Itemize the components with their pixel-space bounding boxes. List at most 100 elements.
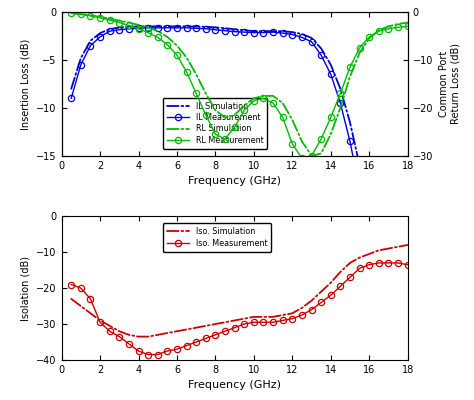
Y-axis label: Isolation (dB): Isolation (dB) bbox=[21, 256, 31, 320]
IL Simulation bbox=[241, 28, 247, 33]
IL Simulation bbox=[68, 86, 74, 91]
RL Simulation bbox=[184, 55, 190, 60]
Iso. Simulation bbox=[126, 332, 132, 337]
IL Simulation bbox=[126, 24, 132, 29]
Iso. Measurement bbox=[222, 329, 228, 334]
IL Simulation bbox=[78, 56, 84, 60]
Iso. Simulation bbox=[299, 306, 305, 310]
Iso. Measurement bbox=[174, 347, 180, 352]
RL Simulation bbox=[145, 25, 151, 30]
Iso. Simulation bbox=[270, 314, 276, 319]
Iso. Simulation bbox=[318, 289, 324, 294]
Iso. Measurement bbox=[117, 334, 122, 339]
RL Measurement bbox=[117, 20, 122, 25]
RL Simulation bbox=[280, 101, 285, 106]
X-axis label: Frequency (GHz): Frequency (GHz) bbox=[188, 380, 281, 390]
Iso. Measurement bbox=[251, 320, 257, 325]
IL Simulation bbox=[385, 283, 391, 288]
IL Simulation bbox=[261, 29, 266, 34]
IL Measurement bbox=[318, 53, 324, 58]
Iso. Simulation bbox=[337, 270, 343, 274]
Line: IL Measurement: IL Measurement bbox=[68, 25, 411, 327]
RL Measurement bbox=[366, 34, 372, 39]
IL Measurement bbox=[212, 27, 218, 32]
IL Simulation bbox=[117, 25, 122, 30]
Iso. Simulation bbox=[184, 327, 190, 332]
Iso. Measurement bbox=[280, 318, 285, 323]
Iso. Measurement bbox=[78, 286, 84, 290]
Iso. Measurement bbox=[107, 329, 112, 334]
RL Measurement bbox=[68, 11, 74, 16]
RL Measurement bbox=[385, 26, 391, 31]
Iso. Measurement bbox=[232, 325, 237, 330]
IL Simulation bbox=[232, 27, 237, 32]
IL Simulation bbox=[212, 25, 218, 30]
Iso. Simulation bbox=[232, 318, 237, 323]
RL Measurement bbox=[395, 25, 401, 30]
IL Measurement bbox=[155, 26, 161, 30]
RL Simulation bbox=[376, 28, 382, 33]
Iso. Measurement bbox=[299, 313, 305, 318]
RL Simulation bbox=[203, 91, 209, 96]
RL Measurement bbox=[299, 156, 305, 160]
Iso. Simulation bbox=[251, 314, 257, 319]
RL Simulation bbox=[270, 94, 276, 98]
IL Simulation bbox=[164, 24, 170, 29]
RL Measurement bbox=[347, 65, 353, 70]
Iso. Simulation bbox=[145, 334, 151, 339]
Y-axis label: Common Port
Return Loss (dB): Common Port Return Loss (dB) bbox=[438, 44, 460, 124]
RL Simulation bbox=[88, 13, 93, 18]
IL Measurement bbox=[328, 72, 334, 77]
IL Simulation bbox=[328, 62, 334, 67]
Iso. Measurement bbox=[126, 342, 132, 346]
RL Simulation bbox=[357, 50, 363, 55]
Iso. Measurement bbox=[357, 266, 363, 271]
Legend: Iso. Simulation, Iso. Measurement: Iso. Simulation, Iso. Measurement bbox=[163, 223, 271, 252]
Iso. Measurement bbox=[366, 262, 372, 267]
Iso. Simulation bbox=[395, 244, 401, 249]
RL Measurement bbox=[290, 142, 295, 146]
Iso. Measurement bbox=[270, 320, 276, 325]
RL Measurement bbox=[376, 29, 382, 34]
Iso. Measurement bbox=[155, 352, 161, 357]
Line: Iso. Simulation: Iso. Simulation bbox=[71, 245, 408, 337]
Line: IL Simulation: IL Simulation bbox=[71, 26, 408, 314]
IL Measurement bbox=[184, 26, 190, 30]
Iso. Measurement bbox=[405, 262, 410, 267]
RL Measurement bbox=[145, 30, 151, 35]
Iso. Simulation bbox=[328, 280, 334, 285]
RL Simulation bbox=[136, 22, 141, 27]
RL Simulation bbox=[366, 36, 372, 41]
RL Measurement bbox=[251, 98, 257, 103]
IL Simulation bbox=[155, 24, 161, 29]
IL Simulation bbox=[270, 29, 276, 34]
RL Simulation bbox=[193, 72, 199, 77]
Iso. Simulation bbox=[366, 252, 372, 256]
Iso. Measurement bbox=[88, 296, 93, 301]
RL Measurement bbox=[174, 53, 180, 58]
Iso. Measurement bbox=[328, 293, 334, 298]
Iso. Measurement bbox=[261, 320, 266, 325]
RL Simulation bbox=[395, 22, 401, 26]
RL Measurement bbox=[107, 18, 112, 22]
IL Simulation bbox=[357, 163, 363, 168]
RL Measurement bbox=[203, 113, 209, 118]
Iso. Simulation bbox=[280, 313, 285, 318]
RL Measurement bbox=[193, 91, 199, 96]
IL Simulation bbox=[395, 302, 401, 307]
Iso. Simulation bbox=[193, 325, 199, 330]
RL Measurement bbox=[126, 23, 132, 28]
RL Measurement bbox=[155, 35, 161, 40]
IL Measurement bbox=[357, 187, 363, 192]
Iso. Simulation bbox=[68, 296, 74, 301]
X-axis label: Frequency (GHz): Frequency (GHz) bbox=[188, 176, 281, 186]
Iso. Measurement bbox=[68, 282, 74, 287]
Iso. Measurement bbox=[290, 316, 295, 321]
IL Simulation bbox=[222, 26, 228, 31]
IL Measurement bbox=[290, 32, 295, 37]
Iso. Simulation bbox=[107, 324, 112, 328]
Y-axis label: Insertion Loss (dB): Insertion Loss (dB) bbox=[21, 38, 31, 130]
Line: RL Simulation: RL Simulation bbox=[71, 13, 408, 156]
RL Simulation bbox=[299, 139, 305, 144]
IL Measurement bbox=[232, 29, 237, 34]
